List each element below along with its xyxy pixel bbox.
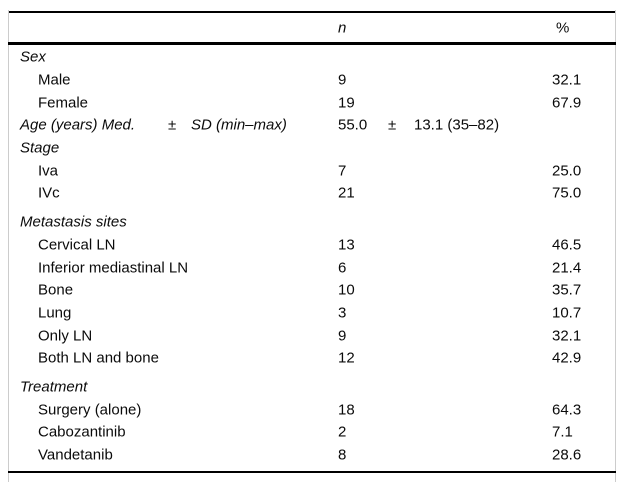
table-section-row: Stage [0,137,627,160]
cell-n-suffix: 13.1 (35–82) [414,116,500,134]
row-label: Surgery (alone) [38,401,142,419]
cell-percent-value: 32.1 [552,71,582,89]
row-label: Inferior mediastinal LN [38,259,189,277]
table-row: Iva 7 25.0 [0,159,627,182]
row-label-suffix: SD (min–max) [191,116,287,134]
row-label: Iva [38,162,59,180]
cell-percent-value: 75.0 [552,184,582,202]
table-row: Both LN and bone 12 42.9 [0,347,627,370]
cell-percent-value: 28.6 [552,446,582,464]
row-label: Metastasis sites [20,213,127,231]
table-top-rule [8,11,616,13]
table-row: Vandetanib 8 28.6 [0,444,627,467]
table-row: Inferior mediastinal LN 6 21.4 [0,256,627,279]
row-label: Male [38,71,71,89]
cell-n-value: 9 [338,327,347,345]
cell-percent-value: 67.9 [552,94,582,112]
table-bottom-rule [8,471,616,473]
cell-percent-value: 32.1 [552,327,582,345]
table-section-row: Age (years) Med. ± SD (min–max) 55.0 ±13.1 (… [0,114,627,137]
cell-percent-value: 21.4 [552,259,582,277]
row-label: Both LN and bone [38,349,159,367]
cell-n-value: 10 [338,281,355,299]
table-header-row: n % [0,13,627,42]
row-label: Bone [38,281,74,299]
row-label: Cervical LN [38,236,116,254]
cell-percent-value: 64.3 [552,401,582,419]
cell-n-value: 12 [338,349,355,367]
table-row: Cabozantinib 2 7.1 [0,421,627,444]
cell-percent-value: 46.5 [552,236,582,254]
plus-minus-sign: ± [168,116,177,134]
cell-percent-value: 35.7 [552,281,582,299]
cell-percent-value: 10.7 [552,304,582,322]
table-row: Surgery (alone) 18 64.3 [0,398,627,421]
header-underline-rule [8,42,616,45]
row-label: Cabozantinib [38,423,126,441]
cell-n-value: 13 [338,236,355,254]
cell-percent-value: 42.9 [552,349,582,367]
column-header-n: n [338,19,347,36]
cell-percent-value: 25.0 [552,162,582,180]
plus-minus-sign: ± [388,116,397,134]
table-section-row: Metastasis sites [0,211,627,234]
table-row: Male 9 32.1 [0,69,627,92]
table-left-edge [8,10,9,482]
row-label: Sex [20,48,46,66]
cell-n-value: 21 [338,184,355,202]
table-right-edge [615,10,616,482]
row-label: Lung [38,304,72,322]
row-label: IVc [38,184,60,202]
cell-percent-value: 7.1 [552,423,573,441]
cell-n-value: 19 [338,94,355,112]
row-label: Only LN [38,327,93,345]
cell-n-value: 9 [338,71,347,89]
row-label: Stage [20,139,60,157]
row-label: Vandetanib [38,446,113,464]
cell-n-value: 2 [338,423,347,441]
table-row: IVc 21 75.0 [0,182,627,205]
column-header-percent: % [556,19,570,36]
table-section-row: Sex [0,46,627,69]
table-row: Lung 3 10.7 [0,302,627,325]
cell-n-value: 6 [338,259,347,277]
row-label: Age (years) Med. [20,116,136,134]
cell-n-value: 55.0 [338,116,368,134]
row-label: Female [38,94,89,112]
cell-n-value: 8 [338,446,347,464]
table-row: Female 19 67.9 [0,91,627,114]
row-label: Treatment [20,378,88,396]
table-section-row: Treatment [0,376,627,399]
table-body: Sex Male 9 32.1 Female 19 67.9 Age (years) Med.… [0,46,627,466]
cell-n-value: 7 [338,162,347,180]
table-row: Only LN 9 32.1 [0,324,627,347]
table-row: Cervical LN 13 46.5 [0,234,627,257]
cell-n-value: 3 [338,304,347,322]
table-row: Bone 10 35.7 [0,279,627,302]
cell-n-value: 18 [338,401,355,419]
